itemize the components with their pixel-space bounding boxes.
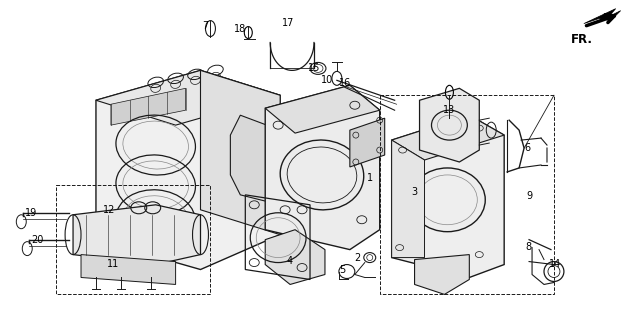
Text: FR.: FR. bbox=[571, 33, 593, 45]
Polygon shape bbox=[201, 70, 280, 235]
Polygon shape bbox=[350, 118, 385, 167]
Polygon shape bbox=[73, 205, 201, 265]
Text: 7: 7 bbox=[203, 20, 209, 31]
Text: 18: 18 bbox=[234, 24, 247, 34]
Text: 19: 19 bbox=[25, 208, 37, 218]
Polygon shape bbox=[430, 115, 464, 153]
Text: 8: 8 bbox=[525, 242, 531, 252]
Text: 11: 11 bbox=[107, 259, 119, 268]
Text: 17: 17 bbox=[282, 18, 294, 28]
Polygon shape bbox=[265, 85, 380, 133]
Text: 4: 4 bbox=[287, 256, 293, 266]
Text: 16: 16 bbox=[339, 78, 351, 88]
Text: 5: 5 bbox=[339, 265, 345, 275]
Polygon shape bbox=[81, 255, 175, 284]
Text: 3: 3 bbox=[411, 187, 418, 197]
Text: 15: 15 bbox=[308, 63, 320, 73]
Polygon shape bbox=[392, 115, 504, 277]
Text: 13: 13 bbox=[443, 105, 455, 115]
Polygon shape bbox=[415, 255, 469, 294]
Polygon shape bbox=[265, 85, 380, 250]
Polygon shape bbox=[96, 70, 280, 125]
Bar bbox=[56, 185, 211, 294]
Polygon shape bbox=[584, 9, 621, 24]
Text: 6: 6 bbox=[524, 143, 530, 153]
Text: 14: 14 bbox=[549, 259, 561, 268]
Polygon shape bbox=[96, 70, 280, 269]
Text: 10: 10 bbox=[321, 75, 333, 85]
Polygon shape bbox=[392, 115, 504, 160]
Bar bbox=[380, 95, 554, 294]
Polygon shape bbox=[230, 115, 280, 205]
Text: 9: 9 bbox=[526, 191, 532, 201]
Polygon shape bbox=[265, 230, 325, 284]
Text: 12: 12 bbox=[103, 205, 115, 215]
Text: 1: 1 bbox=[367, 173, 373, 183]
Polygon shape bbox=[392, 140, 425, 258]
Text: 2: 2 bbox=[355, 252, 361, 263]
Text: 20: 20 bbox=[31, 235, 43, 245]
Polygon shape bbox=[420, 88, 479, 162]
Polygon shape bbox=[111, 88, 186, 125]
